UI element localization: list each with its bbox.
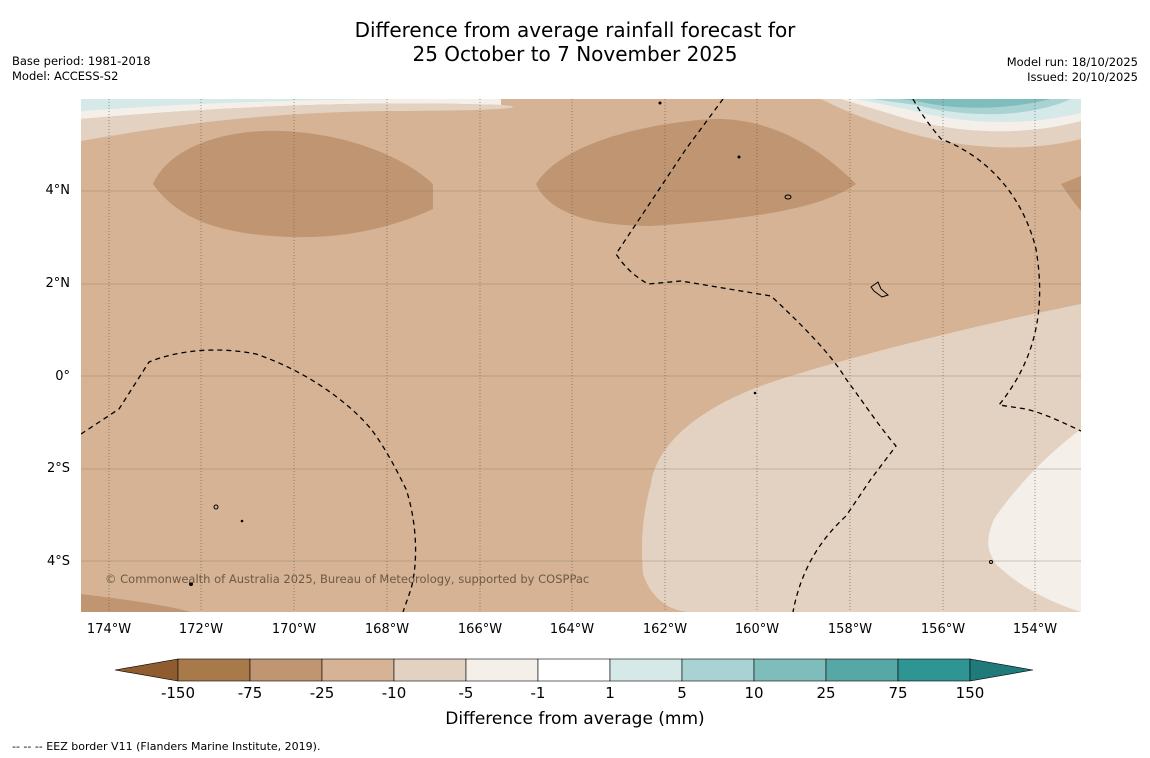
lat-tick-label: 4°S — [46, 554, 70, 569]
model-text: Model: ACCESS-S2 — [12, 69, 119, 83]
colorbar — [114, 658, 1034, 682]
meta-left: Base period: 1981-2018 Model: ACCESS-S2 — [12, 54, 151, 84]
lightest-region — [988, 429, 1081, 612]
colorbar-over-arrow — [969, 658, 1034, 682]
colorbar-swatch — [537, 658, 611, 682]
lon-tick-label: 170°W — [271, 622, 317, 637]
lat-gridlines — [81, 190, 1081, 562]
lat-tick-label: 4°N — [45, 183, 71, 198]
model-run-text: Model run: 18/10/2025 — [1006, 55, 1138, 69]
colorbar-tick-label: -25 — [309, 684, 335, 702]
colorbar-swatch — [393, 658, 467, 682]
dry-blob-bottom-left — [81, 594, 191, 612]
title-line-2: 25 October to 7 November 2025 — [412, 42, 738, 66]
colorbar-tick-label: -10 — [381, 684, 407, 702]
map-title: Difference from average rainfall forecas… — [0, 18, 1150, 66]
colorbar-swatch — [177, 658, 251, 682]
colorbar-title: Difference from average (mm) — [445, 709, 705, 729]
colorbar-tick-label: 5 — [677, 684, 687, 702]
colorbar-swatch — [825, 658, 899, 682]
colorbar-tick-label: -1 — [530, 684, 546, 702]
rainfall-map — [81, 99, 1081, 612]
base-period-text: Base period: 1981-2018 — [12, 54, 151, 68]
colorbar-swatch — [249, 658, 323, 682]
colorbar-swatch — [681, 658, 755, 682]
lon-tick-label: 166°W — [457, 622, 503, 637]
colorbar-tick-label: 75 — [888, 684, 908, 702]
colorbar-tick-label: 1 — [605, 684, 615, 702]
colorbar-tick-label: -150 — [160, 684, 196, 702]
colorbar-tick-label: -5 — [458, 684, 474, 702]
wet-area-top-right-5 — [901, 99, 1051, 108]
colorbar-swatch — [465, 658, 539, 682]
dry-blob-right-edge — [1061, 176, 1081, 211]
lon-tick-label: 164°W — [549, 622, 595, 637]
lat-tick-label: 0° — [55, 369, 70, 384]
islands — [189, 101, 993, 586]
lon-tick-label: 172°W — [178, 622, 224, 637]
lat-tick-label: 2°S — [46, 461, 70, 476]
issued-text: Issued: 20/10/2025 — [1027, 70, 1138, 84]
colorbar-tick-label: 10 — [744, 684, 764, 702]
lat-tick-label: 2°N — [45, 276, 71, 291]
lon-tick-label: 158°W — [827, 622, 873, 637]
lon-tick-label: 162°W — [642, 622, 688, 637]
wet-fringe-band-1 — [81, 103, 514, 141]
dry-blob-center — [536, 118, 856, 226]
colorbar-tick-label: -75 — [237, 684, 263, 702]
lon-tick-label: 160°W — [734, 622, 780, 637]
colorbar-swatch — [609, 658, 683, 682]
colorbar-swatch — [897, 658, 971, 682]
colorbar-swatch — [321, 658, 395, 682]
dry-blob-left — [153, 130, 433, 238]
title-line-1: Difference from average rainfall forecas… — [354, 18, 796, 42]
eez-legend-note: -- -- -- EEZ border V11 (Flanders Marine… — [12, 740, 321, 753]
lon-tick-label: 174°W — [86, 622, 132, 637]
lon-tick-label: 168°W — [364, 622, 410, 637]
meta-right: Model run: 18/10/2025 Issued: 20/10/2025 — [1007, 55, 1138, 85]
colorbar-under-arrow — [114, 658, 179, 682]
lon-tick-label: 156°W — [920, 622, 966, 637]
colorbar-tick-label: 150 — [955, 684, 985, 702]
lon-tick-label: 154°W — [1012, 622, 1058, 637]
light-region — [641, 304, 1081, 612]
wet-fringe-top-left-2 — [81, 99, 451, 111]
colorbar-tick-label: 25 — [816, 684, 836, 702]
eez-borders — [81, 99, 1081, 612]
copyright-notice: © Commonwealth of Australia 2025, Bureau… — [105, 572, 590, 586]
colorbar-swatch — [753, 658, 827, 682]
